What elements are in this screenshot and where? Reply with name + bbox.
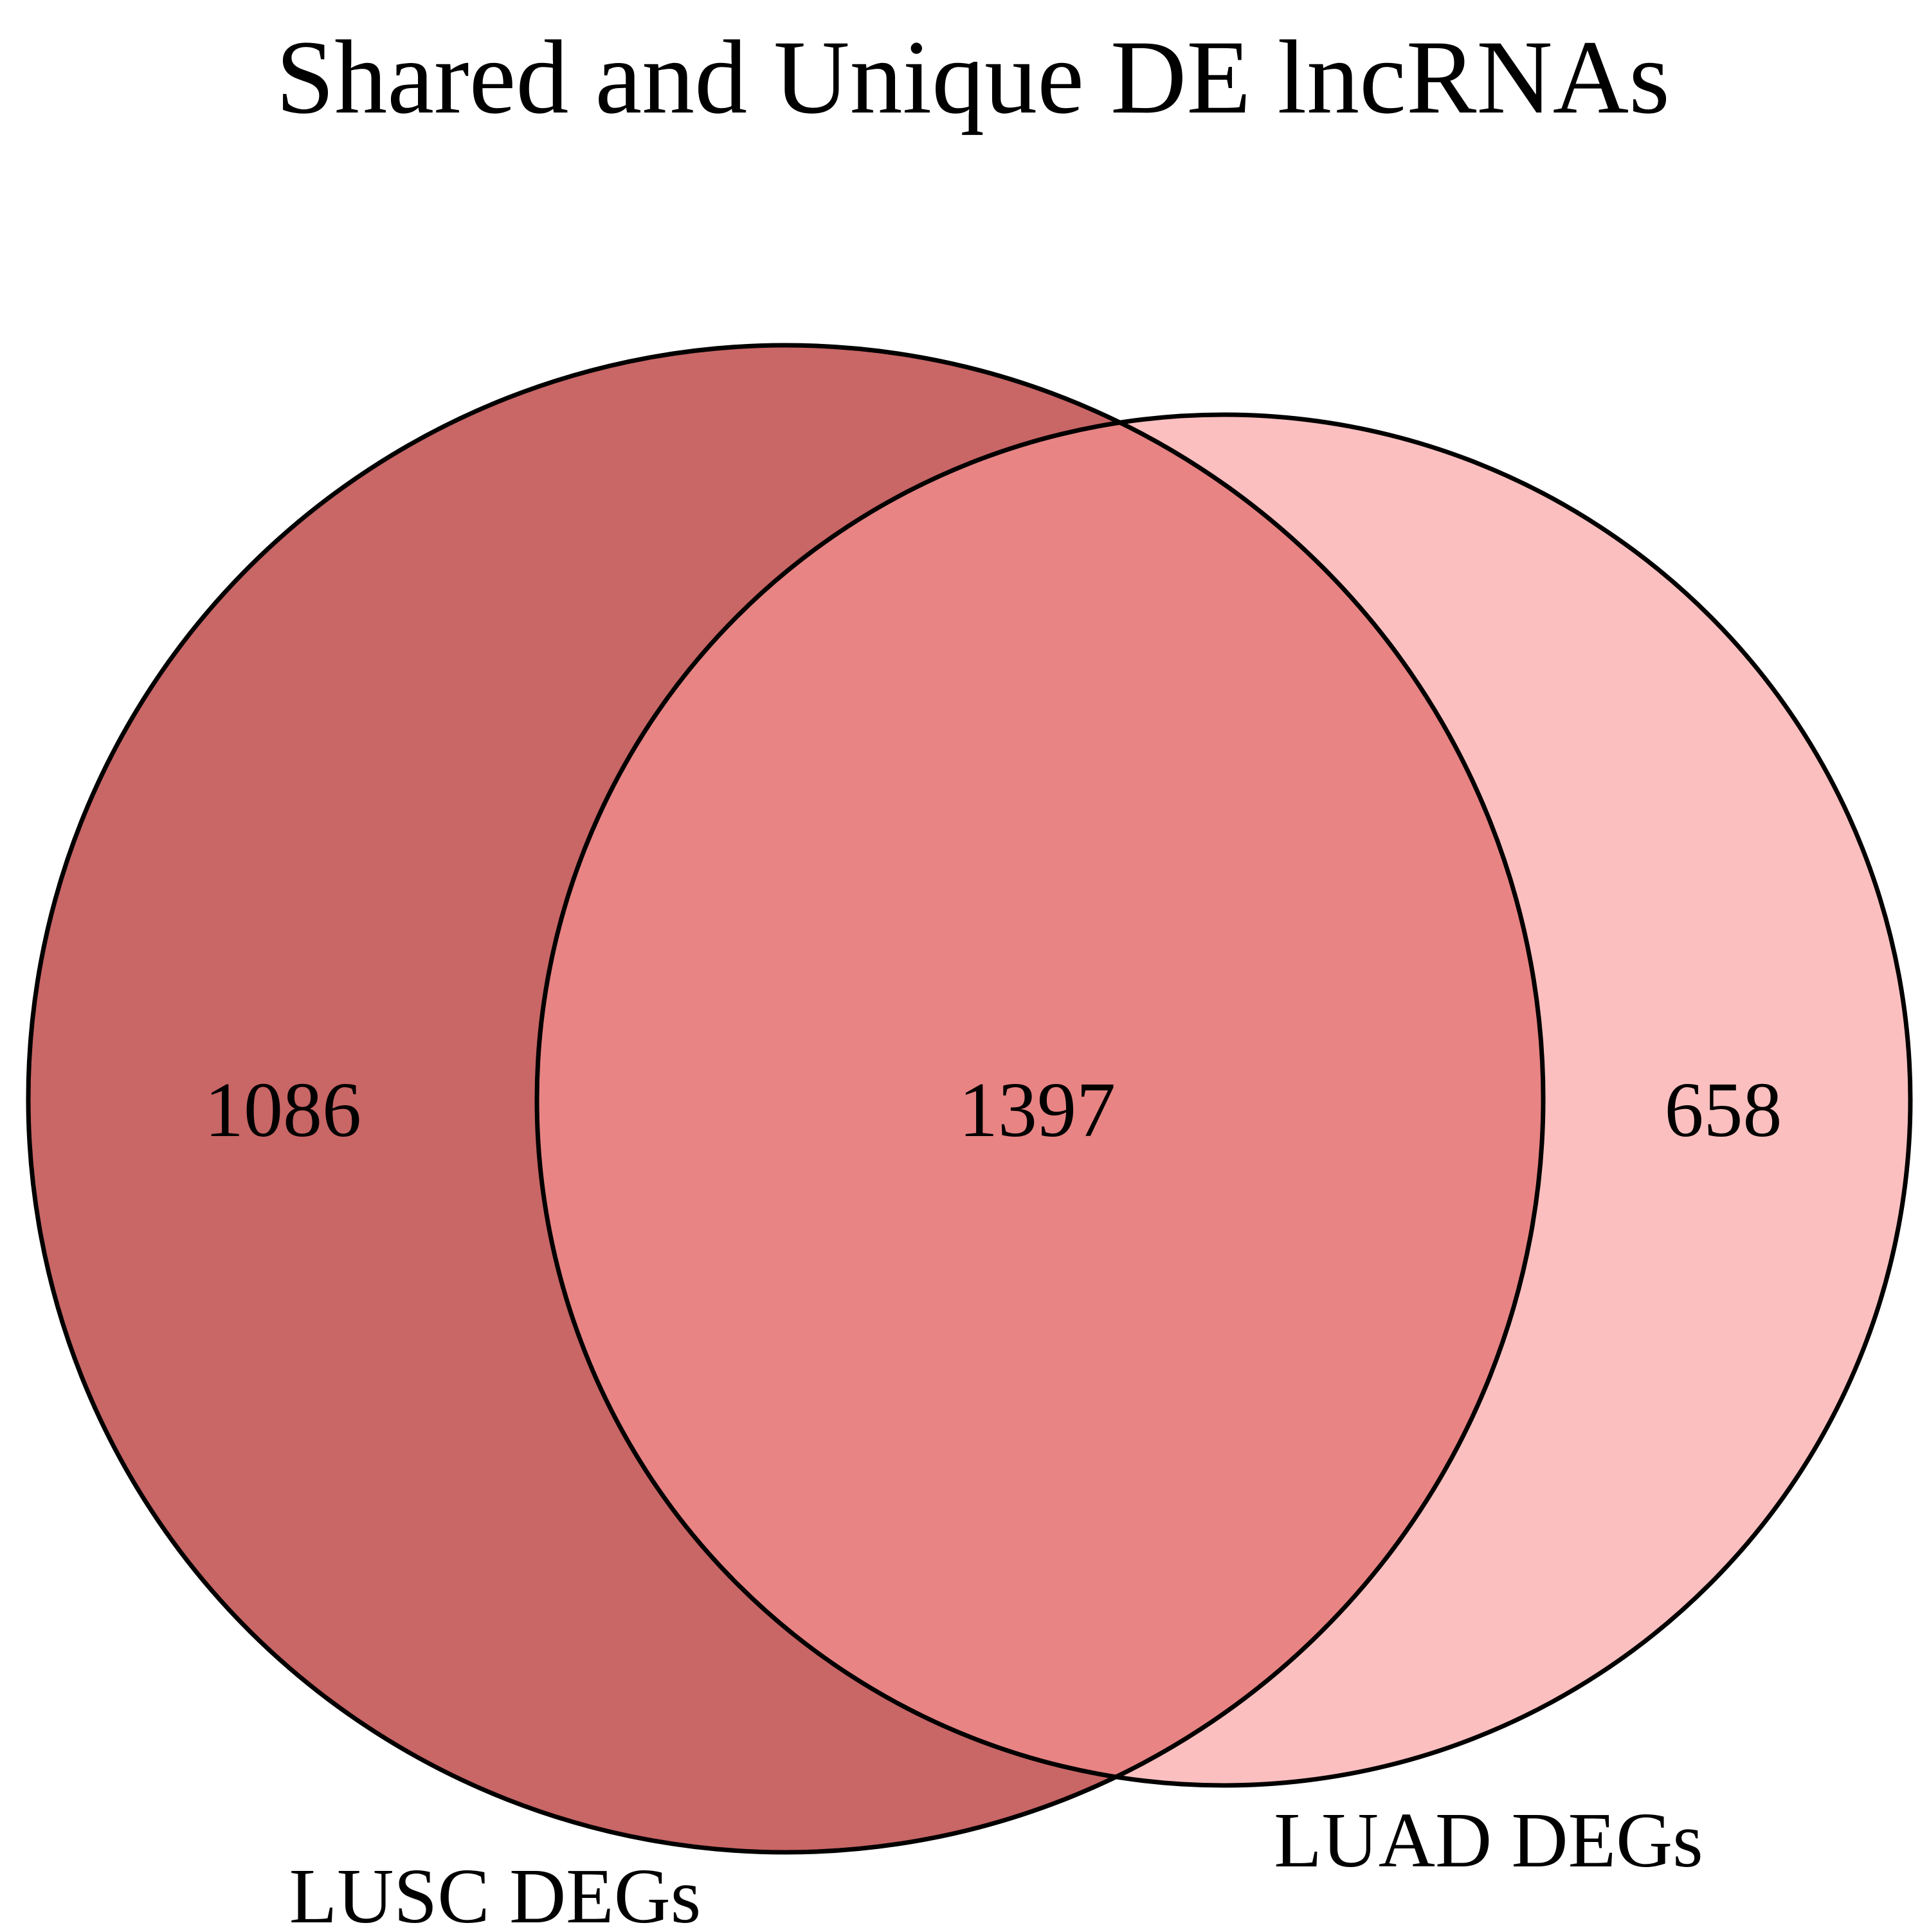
label-luad: LUAD DEGs (1274, 1797, 1703, 1884)
set-luad-outline (534, 412, 1913, 1788)
count-luad-only: 658 (1665, 1067, 1782, 1153)
diagram-title: Shared and Unique DE lncRNAs (276, 19, 1670, 136)
set-lusc-outline (26, 343, 1546, 1855)
label-lusc: LUSC DEGs (289, 1853, 702, 1929)
set-overlap-region (537, 415, 1543, 1785)
count-lusc-only: 1086 (204, 1067, 361, 1153)
count-shared: 1397 (959, 1067, 1116, 1153)
